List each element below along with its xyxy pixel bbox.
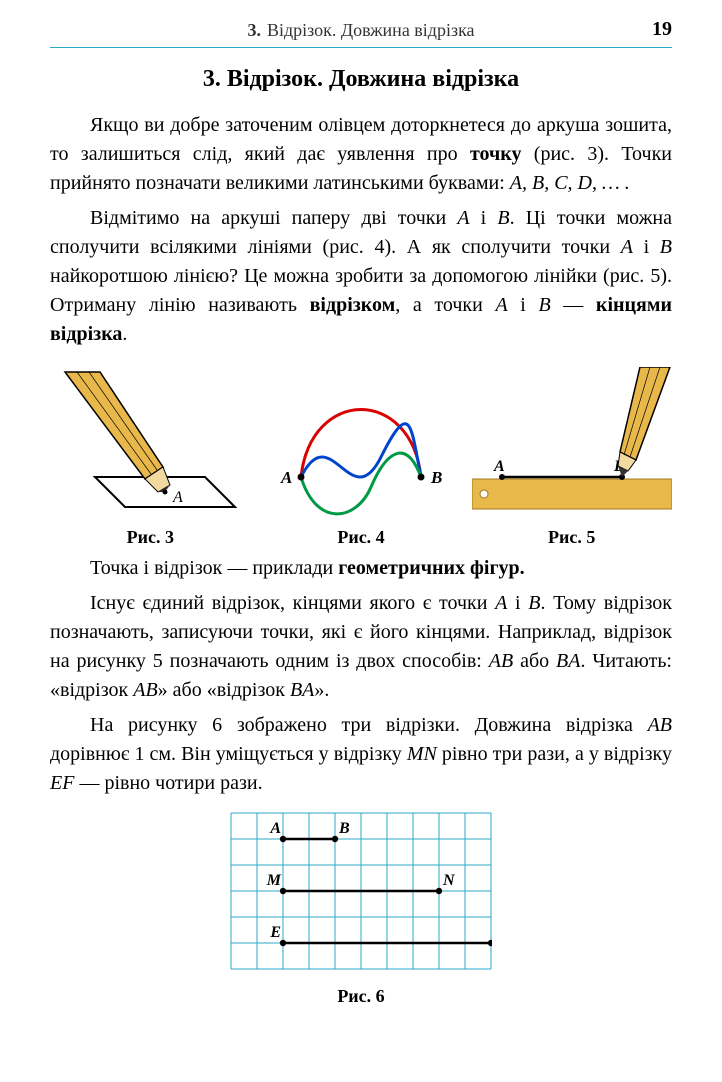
svg-text:A: A	[269, 820, 281, 837]
figure-3-caption: Рис. 3	[127, 527, 174, 548]
figure-4-svg: A B	[261, 367, 461, 517]
running-head: 3. Відрізок. Довжина відрізка 19	[50, 20, 672, 48]
curve-green	[301, 453, 421, 514]
svg-text:N: N	[442, 872, 456, 889]
figure-5: A B Рис. 5	[471, 367, 672, 548]
pencil-icon	[618, 367, 670, 477]
page-number: 19	[652, 18, 672, 41]
label-A: A	[280, 468, 292, 487]
figure-3: A Рис. 3	[50, 367, 251, 548]
ruler	[472, 479, 672, 509]
figure-4: A B Рис. 4	[261, 367, 462, 548]
header-section-title: Відрізок. Довжина відрізка	[267, 20, 475, 41]
curve-red	[301, 410, 421, 478]
svg-text:M: M	[266, 872, 282, 889]
label-A: A	[493, 458, 505, 475]
figure-6-svg: ABMNEF	[230, 812, 492, 970]
label-B: B	[430, 468, 442, 487]
svg-text:B: B	[338, 820, 350, 837]
figure-4-caption: Рис. 4	[337, 527, 384, 548]
paragraph-1: Якщо ви добре заточеним олівцем доторкне…	[50, 111, 672, 198]
header-section-num: 3.	[247, 20, 261, 41]
svg-text:E: E	[269, 924, 281, 941]
paragraph-5: На рисунку 6 зображено три відрізки. Дов…	[50, 711, 672, 798]
point-dot	[163, 490, 168, 495]
figure-3-svg: A	[55, 367, 245, 517]
paragraph-2: Відмітимо на аркуші паперу дві точки A і…	[50, 204, 672, 349]
pencil-icon	[65, 372, 170, 492]
figure-5-svg: A B	[472, 367, 672, 517]
point-label-A: A	[172, 489, 183, 506]
figure-5-caption: Рис. 5	[548, 527, 595, 548]
paragraph-4: Існує єдиний відрізок, кінцями якого є т…	[50, 589, 672, 705]
figure-6: ABMNEF Рис. 6	[50, 812, 672, 1007]
paragraph-3: Точка і відрізок — приклади геометричних…	[50, 554, 672, 583]
page-title: 3. Відрізок. Довжина відрізка	[50, 66, 672, 93]
figure-6-caption: Рис. 6	[337, 986, 384, 1007]
figures-row-3-4-5: A Рис. 3 A B Рис. 4	[50, 367, 672, 548]
